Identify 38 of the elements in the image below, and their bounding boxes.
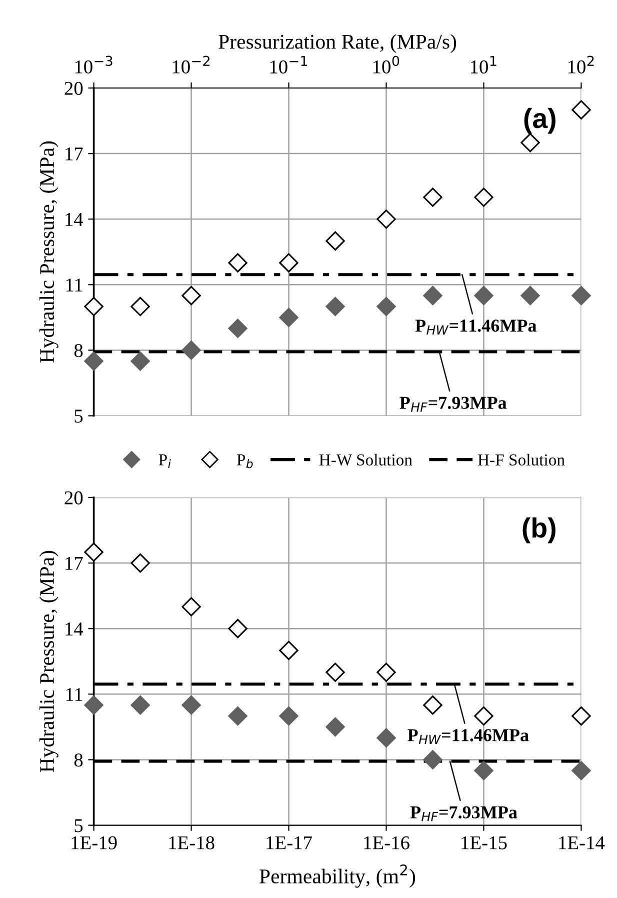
y-tick-label: 5: [74, 410, 83, 423]
y-tick-label: 11: [66, 278, 82, 292]
annotation: (a): [524, 108, 556, 134]
x-tick-label: 1E-19: [72, 836, 117, 850]
legend-label: P$_{i}$: [158, 454, 171, 468]
x-tick-label: 10$^{−3}$: [75, 56, 112, 74]
y-tick-label: 11: [66, 688, 82, 701]
x-tick-label: 1E-18: [169, 836, 214, 850]
x-tick-label: 1E-16: [364, 836, 410, 850]
y-tick-label: 8: [74, 344, 83, 358]
y-axis-title: Hydraulic Pressure, (MPa): [39, 550, 58, 772]
x-tick-label: 1E-15: [462, 836, 507, 850]
x-tick-label: 10$^{−1}$: [270, 56, 308, 74]
y-tick-label: 17: [66, 556, 83, 570]
y-tick-label: 8: [74, 754, 83, 767]
y-axis-title: Hydraulic Pressure, (MPa): [39, 141, 58, 363]
x-axis-title: Permeability, (m$^{2}$): [260, 864, 416, 888]
annotation: P$_{HF}$=7.93MPa: [400, 396, 507, 412]
x-axis-title: Pressurization Rate, (MPa/s): [218, 34, 456, 54]
x-tick-label: 1E-17: [266, 836, 312, 850]
y-tick-label: 20: [64, 491, 83, 504]
x-tick-label: 10$^{2}$: [568, 56, 594, 74]
x-tick-label: 10$^{0}$: [373, 56, 400, 74]
legend-label: H-F Solution: [478, 454, 565, 466]
x-tick-label: 1E-14: [559, 836, 605, 850]
y-tick-label: 5: [74, 819, 83, 832]
y-tick-label: 17: [66, 147, 83, 160]
annotation: P$_{HW}$=11.46MPa: [415, 320, 536, 335]
legend-label: P$_{b}$: [236, 454, 253, 468]
x-tick-label: 10$^{1}$: [470, 56, 496, 74]
x-tick-label: 10$^{−2}$: [172, 56, 210, 74]
annotation: P$_{HW}$=11.46MPa: [408, 729, 529, 744]
annotation: P$_{HF}$=7.93MPa: [410, 806, 518, 822]
y-tick-label: 20: [64, 82, 83, 95]
legend-label: H-W Solution: [319, 454, 412, 466]
annotation: (b): [522, 517, 556, 544]
y-tick-label: 14: [66, 622, 84, 636]
y-tick-label: 14: [66, 213, 84, 226]
